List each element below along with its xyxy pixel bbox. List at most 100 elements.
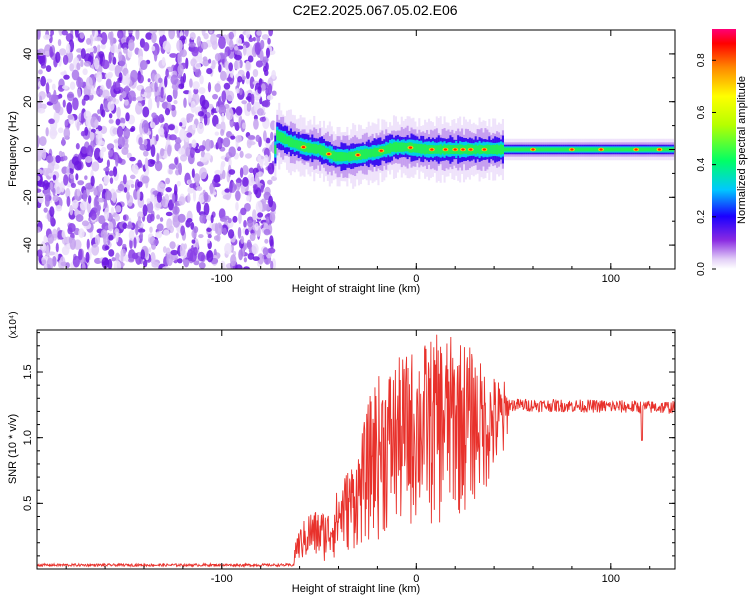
noise-speckle [81, 98, 86, 106]
noise-speckle [122, 174, 127, 185]
noise-speckle [62, 54, 69, 65]
signal-band-segment [501, 144, 504, 155]
noise-speckle [52, 194, 59, 203]
signal-band-segment [338, 152, 341, 162]
noise-speckle [260, 39, 265, 50]
noise-speckle [234, 184, 238, 191]
noise-speckle [186, 113, 195, 119]
noise-speckle [228, 62, 233, 72]
noise-speckle [139, 143, 148, 151]
signal-peak-core [657, 148, 662, 151]
signal-peak-core [634, 148, 638, 151]
noise-speckle [103, 198, 108, 209]
noise-speckle [115, 118, 121, 126]
noise-speckle [209, 182, 214, 195]
signal-band-segment [519, 147, 522, 152]
signal-band-segment [354, 150, 357, 161]
noise-speckle [84, 156, 93, 163]
noise-speckle [90, 211, 97, 221]
noise-speckle [228, 158, 232, 167]
noise-speckle [233, 54, 242, 60]
noise-speckle [85, 76, 93, 90]
noise-speckle [112, 56, 117, 66]
signal-band-segment [426, 145, 429, 154]
noise-speckle [120, 117, 126, 125]
noise-speckle [104, 190, 112, 201]
noise-speckle [158, 77, 163, 84]
signal-band-segment [643, 147, 646, 152]
noise-speckle [135, 223, 139, 236]
noise-speckle [223, 82, 231, 90]
noise-speckle [242, 165, 249, 176]
signal-band-segment [418, 143, 421, 154]
signal-band-segment [560, 147, 563, 152]
signal-peak-core [443, 148, 448, 151]
noise-speckle [241, 75, 247, 81]
signal-band-segment [375, 147, 378, 157]
signal-peak-core [531, 148, 535, 151]
noise-speckle [179, 128, 187, 141]
noise-speckle [151, 261, 160, 268]
signal-band-segment [340, 151, 343, 162]
noise-speckle [100, 32, 108, 45]
y-tick-label: 0 [22, 146, 34, 152]
noise-speckle [131, 164, 139, 174]
signal-band-segment [577, 147, 580, 152]
noise-speckle [126, 224, 134, 229]
noise-speckle [39, 53, 46, 66]
noise-speckle [54, 101, 61, 114]
noise-speckle [115, 231, 119, 243]
noise-speckle [110, 206, 115, 215]
noise-speckle [260, 185, 264, 193]
noise-speckle [240, 207, 247, 216]
signal-band-segment [474, 144, 477, 155]
noise-speckle [86, 37, 92, 45]
noise-speckle [86, 238, 90, 250]
noise-speckle [150, 144, 156, 157]
signal-band-segment [276, 130, 279, 141]
signal-band-segment [558, 147, 561, 152]
snr-axes: -100 0 100 0.5 1.0 1.5 [22, 330, 675, 585]
spectrogram-x-axis-label: Height of straight line (km) [292, 283, 420, 295]
noise-speckle [251, 243, 259, 255]
signal-band-segment [521, 147, 524, 152]
noise-speckle [174, 157, 179, 166]
noise-speckle [80, 130, 86, 137]
noise-speckle [184, 30, 189, 37]
noise-speckle [179, 122, 183, 127]
noise-speckle [196, 122, 205, 135]
noise-speckle [50, 30, 55, 36]
signal-peak-core [301, 146, 306, 149]
noise-speckle [247, 252, 255, 260]
noise-speckle [94, 134, 103, 146]
noise-speckle [218, 64, 222, 73]
noise-speckle [80, 112, 84, 125]
noise-speckle [147, 78, 151, 83]
noise-speckle [268, 195, 274, 208]
noise-speckle [48, 118, 55, 125]
noise-speckle [197, 251, 205, 262]
noise-speckle [206, 227, 212, 232]
noise-speckle [248, 167, 254, 174]
noise-speckle [126, 152, 132, 159]
y-tick-label: 40 [22, 48, 34, 60]
signal-band-segment [293, 139, 296, 148]
noise-speckle [64, 119, 69, 127]
colorbar-ticks: 0.0 0.2 0.4 0.6 0.8 [696, 53, 716, 276]
signal-band-segment [645, 147, 648, 152]
noise-speckle [257, 253, 265, 265]
noise-speckle [198, 145, 206, 152]
signal-band-segment [525, 147, 528, 152]
colorbar-tick-label: 0.0 [696, 262, 707, 276]
signal-band-segment [581, 147, 584, 152]
noise-speckle [191, 46, 199, 57]
noise-speckle [132, 96, 137, 102]
noise-speckle [150, 251, 156, 265]
noise-speckle [202, 56, 208, 62]
noise-speckle [76, 77, 84, 89]
signal-band-segment [579, 147, 582, 152]
noise-speckle [242, 266, 251, 269]
signal-band-segment [394, 141, 398, 153]
noise-speckle [91, 243, 100, 256]
signal-band-segment [653, 147, 656, 152]
